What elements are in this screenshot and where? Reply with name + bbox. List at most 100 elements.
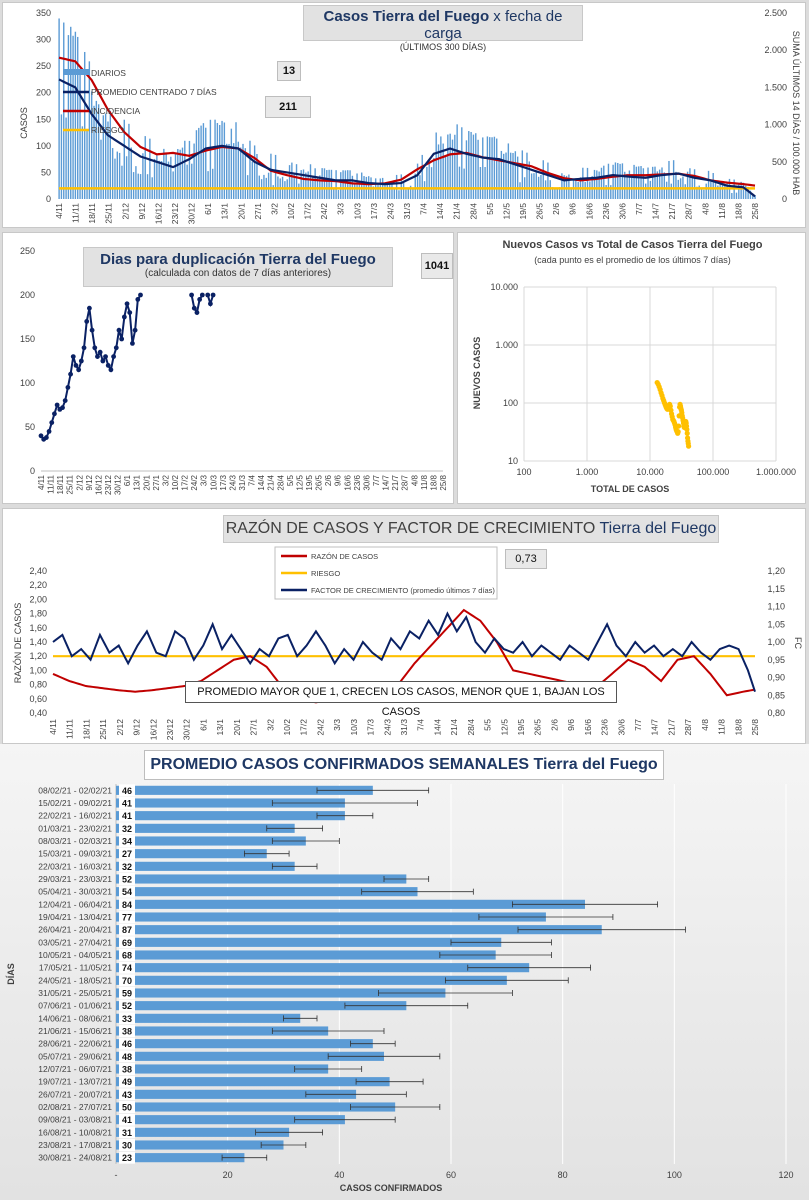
- cases-daily-bar: [712, 173, 714, 199]
- cases-y-tick: 150: [36, 114, 51, 124]
- bar-data-label-bg: [119, 847, 135, 860]
- cases-daily-bar: [447, 134, 449, 199]
- scatter-y-label: NUEVOS CASOS: [472, 337, 482, 410]
- doubling-point: [49, 420, 55, 425]
- bar-category-label: 22/03/21 - 16/03/21: [38, 861, 112, 871]
- cases-x-tick: 20/1: [236, 203, 246, 220]
- bar-data-label-bg: [119, 1088, 135, 1101]
- cases-x-tick: 13/1: [220, 203, 230, 220]
- cases-daily-bar: [144, 136, 146, 199]
- cases-daily-bar: [200, 125, 202, 199]
- cases-daily-bar: [402, 181, 405, 199]
- bar-category-label: 10/05/21 - 04/05/21: [38, 950, 112, 960]
- cases-daily-bar: [584, 182, 586, 199]
- cases-daily-bar: [97, 104, 100, 199]
- cases-daily-bar: [188, 140, 191, 199]
- doubling-point: [70, 354, 76, 359]
- weekly-bar-chart-panel: PROMEDIO CASOS CONFIRMADOS SEMANALES Tie…: [0, 744, 809, 1200]
- ratio-x-tick: 9/12: [132, 719, 142, 736]
- bar-data-label-bg: [119, 961, 135, 974]
- cases-daily-bar: [519, 182, 521, 199]
- cases-daily-bar: [356, 173, 358, 199]
- doubling-y-tick: 150: [20, 334, 35, 344]
- cases-daily-bar: [533, 173, 535, 199]
- bar-value-bar: [116, 1127, 290, 1137]
- bar-value-bar: [116, 1140, 284, 1150]
- cases-x-tick: 2/6: [551, 203, 561, 215]
- bar-data-label: 31: [122, 1128, 132, 1138]
- doubling-y-tick: 0: [30, 466, 35, 476]
- doubling-y-tick: 50: [25, 422, 35, 432]
- bar-value-bar: [116, 874, 407, 884]
- cases-daily-bar: [724, 185, 726, 199]
- cases-x-tick: 10/2: [286, 203, 296, 220]
- scatter-point: [675, 429, 681, 435]
- cases-daily-bar: [177, 148, 179, 199]
- cases-x-tick: 11/8: [717, 203, 727, 219]
- cases-daily-bar: [505, 152, 507, 199]
- ratio-y2-tick: 0,85: [767, 690, 785, 700]
- cases-daily-bar: [291, 162, 293, 199]
- cases-daily-bar: [451, 139, 454, 199]
- cases-daily-bar: [90, 91, 93, 199]
- cases-daily-bar: [735, 192, 738, 199]
- cases-x-tick: 17/2: [303, 203, 313, 220]
- cases-daily-bar: [79, 68, 81, 199]
- cases-y2-tick: 2.500: [764, 8, 787, 18]
- doubling-point: [60, 405, 65, 411]
- cases-x-tick: 18/11: [87, 203, 97, 224]
- scatter-x-tick: 100.000: [697, 467, 730, 477]
- cases-daily-bar: [512, 152, 514, 199]
- cases-x-tick: 3/2: [269, 203, 279, 215]
- cases-daily-bar: [556, 187, 558, 199]
- cases-daily-bar: [486, 136, 489, 199]
- bar-value-bar: [116, 1039, 373, 1049]
- cases-daily-bar: [689, 168, 691, 199]
- doubling-point: [100, 358, 106, 364]
- ratio-x-tick: 30/6: [616, 719, 626, 736]
- doubling-x-tick: 28/4: [276, 474, 285, 490]
- bar-data-label-bg: [119, 1101, 135, 1113]
- cases-x-tick: 21/4: [452, 203, 462, 220]
- cases-daily-bar: [123, 119, 125, 199]
- cases-x-tick: 30/12: [187, 203, 197, 225]
- cases-daily-bar: [270, 153, 272, 199]
- doubling-x-tick: 7/4: [248, 474, 257, 486]
- cases-daily-bar: [300, 170, 302, 199]
- bar-category-label: 05/04/21 - 30/03/21: [38, 887, 112, 897]
- cases-x-tick: 28/4: [468, 203, 478, 220]
- ratio-y-tick: 1,60: [29, 623, 47, 633]
- cases-y-tick: 300: [36, 35, 51, 45]
- ratio-x-tick: 24/3: [382, 719, 392, 736]
- cases-daily-bar: [388, 182, 391, 199]
- cases-daily-bar: [372, 186, 375, 199]
- cases-daily-bar: [742, 182, 745, 199]
- cases-daily-bar: [686, 171, 689, 199]
- cases-y-tick: 100: [36, 141, 51, 151]
- cases-daily-bar: [691, 174, 693, 199]
- bar-data-label: 38: [122, 1065, 132, 1075]
- cases-daily-bar: [470, 131, 472, 199]
- bar-data-label: 52: [122, 1001, 132, 1011]
- bar-data-label-bg: [119, 1139, 135, 1151]
- bar-data-label: 33: [122, 1014, 132, 1024]
- cases-average-line: [58, 78, 756, 198]
- doubling-y-tick: 100: [20, 378, 35, 388]
- cases-chart-subtitle: (ÚLTIMOS 300 DÍAS): [399, 42, 487, 52]
- ratio-x-tick: 23/6: [600, 719, 610, 736]
- cases-daily-bar: [251, 161, 254, 199]
- doubling-x-tick: 12/5: [295, 474, 304, 490]
- cases-daily-bar: [135, 166, 137, 199]
- doubling-x-tick: 2/6: [324, 474, 333, 486]
- ratio-y2-label: FC: [793, 637, 803, 649]
- cases-daily-bar: [219, 124, 221, 199]
- doubling-x-tick: 19/5: [305, 474, 314, 490]
- cases-daily-bar: [468, 131, 470, 199]
- cases-daily-bar: [717, 185, 719, 199]
- cases-daily-bar: [633, 164, 635, 199]
- cases-daily-bar: [216, 122, 219, 199]
- doubling-x-tick: 31/3: [238, 474, 247, 490]
- cases-daily-bar: [558, 187, 561, 199]
- bar-data-label: 52: [122, 875, 132, 885]
